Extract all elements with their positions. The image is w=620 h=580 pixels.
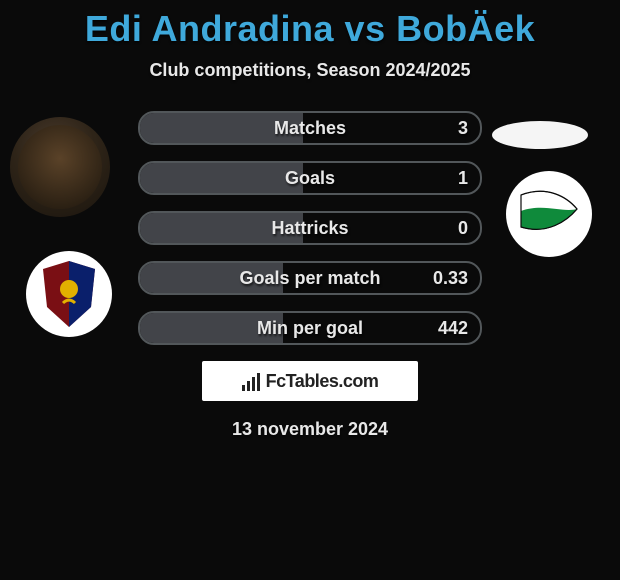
- stat-label: Matches: [140, 113, 480, 143]
- bars-icon: [242, 371, 260, 391]
- stat-row: Matches3: [138, 111, 482, 145]
- stat-label: Hattricks: [140, 213, 480, 243]
- stat-row: Min per goal442: [138, 311, 482, 345]
- date-label: 13 november 2024: [0, 419, 620, 440]
- brand-label: FcTables.com: [266, 371, 379, 392]
- comparison-card: Edi Andradina vs BobÄek Club competition…: [0, 8, 620, 580]
- stat-label: Min per goal: [140, 313, 480, 343]
- club-badge-right: [506, 171, 592, 257]
- stat-value: 442: [438, 313, 468, 343]
- brand-box[interactable]: FcTables.com: [202, 361, 418, 401]
- stat-value: 3: [458, 113, 468, 143]
- player-avatar-right: [492, 121, 588, 149]
- flag-icon: [517, 187, 581, 241]
- shield-icon: [41, 259, 97, 329]
- stat-label: Goals per match: [140, 263, 480, 293]
- club-badge-left: [26, 251, 112, 337]
- stat-value: 0: [458, 213, 468, 243]
- stat-row: Goals1: [138, 161, 482, 195]
- stats-area: Matches3Goals1Hattricks0Goals per match0…: [0, 111, 620, 440]
- player-avatar-left: [10, 117, 110, 217]
- stat-row: Goals per match0.33: [138, 261, 482, 295]
- stat-row: Hattricks0: [138, 211, 482, 245]
- stat-rows: Matches3Goals1Hattricks0Goals per match0…: [138, 111, 482, 345]
- stat-value: 1: [458, 163, 468, 193]
- stat-value: 0.33: [433, 263, 468, 293]
- stat-label: Goals: [140, 163, 480, 193]
- page-title: Edi Andradina vs BobÄek: [0, 8, 620, 50]
- page-subtitle: Club competitions, Season 2024/2025: [0, 60, 620, 81]
